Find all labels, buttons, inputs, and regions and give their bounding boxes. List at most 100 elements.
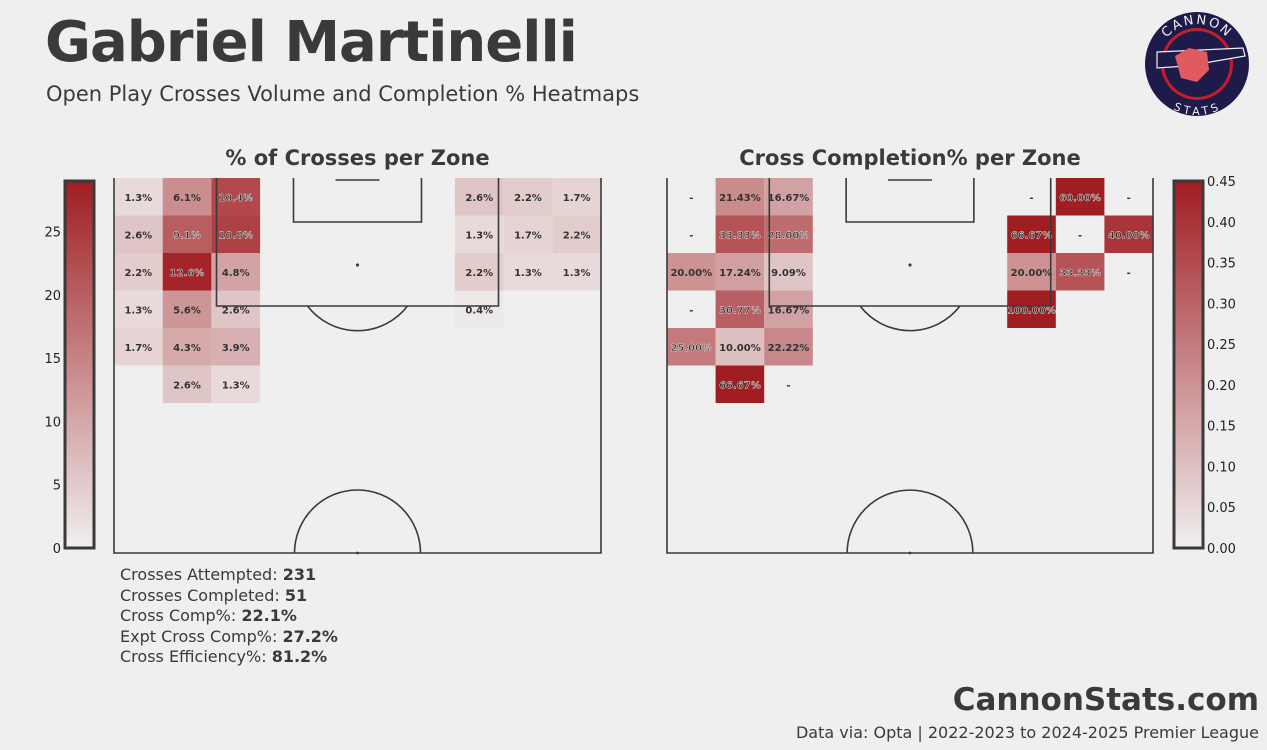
heatmap-labels: - 21.43% 16.67% - 60.00% - - 33.33% 28.00% 66.67%… <box>670 193 1149 392</box>
stat-xcomp: Expt Cross Comp%: 27.2% <box>120 627 338 648</box>
colorbar-tick-label: 0 <box>53 542 61 557</box>
page-subtitle: Open Play Crosses Volume and Completion … <box>46 82 640 106</box>
heatmap-cell-label: 10.4% <box>218 193 253 204</box>
heatmap-cells <box>667 178 1153 403</box>
heatmap-cell <box>1007 215 1056 253</box>
colorbar-tick-label: 0.05 <box>1207 501 1236 516</box>
heatmap-cell <box>211 253 261 291</box>
heatmap-cell-label: 33.33% <box>719 230 761 241</box>
heatmap-cell <box>503 178 553 216</box>
heatmap-cell <box>552 215 601 253</box>
left-heatmap: 1.3% 6.1% 10.4% 2.6% 2.2% 1.7% 2.6% 9.1% 10.8% 1.… <box>113 178 602 555</box>
heatmap-cell-label: - <box>786 380 790 391</box>
heatmap-cell <box>114 290 163 328</box>
heatmap-cell-label: 22.22% <box>768 343 810 354</box>
heatmap-cell <box>162 178 212 216</box>
heatmap-cell-label: 1.3% <box>465 230 493 241</box>
heatmap-cell <box>764 253 813 291</box>
heatmap-cell <box>162 290 212 328</box>
stat-xcomp-label: Expt Cross Comp%: <box>120 626 278 646</box>
heatmap-cell <box>552 253 601 291</box>
heatmap-cell-label: - <box>1127 268 1131 279</box>
heatmap-cell <box>764 178 813 216</box>
heatmap-cell <box>114 253 163 291</box>
heatmap-cell <box>211 365 261 403</box>
heatmap-cell-label: 1.7% <box>124 343 152 354</box>
heatmap-cell-label: 30.77% <box>719 305 761 316</box>
heatmap-cell-label: - <box>1078 230 1082 241</box>
stat-efficiency-label: Cross Efficiency%: <box>120 647 267 667</box>
colorbar-tick-label: 25 <box>44 226 61 241</box>
stat-xcomp-value: 27.2% <box>282 626 338 646</box>
heatmap-cell <box>454 178 504 216</box>
left-colorbar: 0 5 10 15 20 25 <box>44 179 96 557</box>
heatmap-cell <box>715 290 765 328</box>
heatmap-cell-label: 66.67% <box>1011 230 1053 241</box>
colorbar-tick-label: 5 <box>53 479 61 494</box>
heatmap-cell <box>162 253 212 291</box>
heatmap-cell-label: 2.6% <box>465 193 493 204</box>
colorbar-tick-label: 0.40 <box>1207 216 1236 231</box>
logo-bottom-text: STATS <box>1172 100 1222 118</box>
heatmap-cell-label: 2.6% <box>173 380 201 391</box>
colorbar-tick-label: 0.00 <box>1207 542 1236 557</box>
heatmap-cell <box>503 253 553 291</box>
colorbar-gradient <box>1172 179 1205 550</box>
heatmap-cell <box>1104 215 1153 253</box>
heatmap-cells <box>114 178 601 403</box>
heatmap-cell <box>211 215 261 253</box>
right-colorbar: 0.00 0.05 0.10 0.15 0.20 0.25 0.30 0.35 0.40 0.45 <box>1172 175 1236 557</box>
heatmap-cell-label: 10.00% <box>719 343 761 354</box>
heatmap-cell-label: 4.8% <box>222 268 250 279</box>
heatmap-cell <box>503 215 553 253</box>
stat-attempted: Crosses Attempted: 231 <box>120 565 338 586</box>
heatmap-cell-label: 1.3% <box>514 268 542 279</box>
heatmap-cell-label: 100.00% <box>1007 305 1056 316</box>
heatmap-cell-label: 66.67% <box>719 380 761 391</box>
stats-summary: Crosses Attempted: 231 Crosses Completed… <box>120 565 338 668</box>
stat-attempted-label: Crosses Attempted: <box>120 565 278 584</box>
heatmap-cell <box>715 178 765 216</box>
heatmap-cell-label: 20.00% <box>1011 268 1053 279</box>
stat-completed: Crosses Completed: 51 <box>120 586 338 607</box>
heatmap-cell-label: 2.2% <box>465 268 493 279</box>
right-chart-title: Cross Completion% per Zone <box>739 146 1081 170</box>
heatmap-cell <box>715 215 765 253</box>
heatmap-cell-label: 9.09% <box>771 268 806 279</box>
heatmap-cell <box>715 253 765 291</box>
heatmap-cell-label: - <box>689 305 693 316</box>
heatmap-cell <box>715 365 765 403</box>
heatmap-cell-label: 33.33% <box>1059 268 1101 279</box>
heatmap-cell-label: 2.2% <box>514 193 542 204</box>
heatmap-cell-label: - <box>689 230 693 241</box>
heatmap-cell-label: 60.00% <box>1059 193 1101 204</box>
colorbar-tick-label: 15 <box>44 352 61 367</box>
data-source: Data via: Opta | 2022-2023 to 2024-2025 … <box>795 723 1259 742</box>
heatmap-cell-label: 9.1% <box>173 230 201 241</box>
heatmap-cell <box>1055 253 1105 291</box>
heatmap-cell-label: - <box>1127 193 1131 204</box>
heatmap-cell-label: 1.3% <box>222 380 250 391</box>
colorbar-tick-label: 20 <box>44 289 61 304</box>
heatmap-cell-label: 10.8% <box>218 230 253 241</box>
heatmap-cell <box>454 290 504 328</box>
stat-comp-pct-value: 22.1% <box>241 606 297 626</box>
stat-comp-pct: Cross Comp%: 22.1% <box>120 606 338 627</box>
heatmap-cell <box>454 253 504 291</box>
stat-completed-value: 51 <box>284 585 308 605</box>
heatmap-cell-label: 2.2% <box>563 230 591 241</box>
stat-attempted-value: 231 <box>282 565 317 584</box>
colorbar-tick-label: 10 <box>44 415 61 430</box>
left-chart-title: % of Crosses per Zone <box>225 146 490 170</box>
heatmap-cell <box>1007 253 1056 291</box>
heatmap-cell <box>211 328 261 366</box>
colorbar-tick-label: 0.15 <box>1207 420 1236 435</box>
heatmap-cell-label: - <box>1029 193 1033 204</box>
page-title: Gabriel Martinelli <box>45 10 578 75</box>
heatmap-cell <box>162 328 212 366</box>
site-name: CannonStats.com <box>952 682 1259 718</box>
heatmap-cell-label: 0.4% <box>465 305 493 316</box>
heatmap-cell-label: 2.2% <box>124 268 152 279</box>
heatmap-cell-label: 5.6% <box>173 305 201 316</box>
